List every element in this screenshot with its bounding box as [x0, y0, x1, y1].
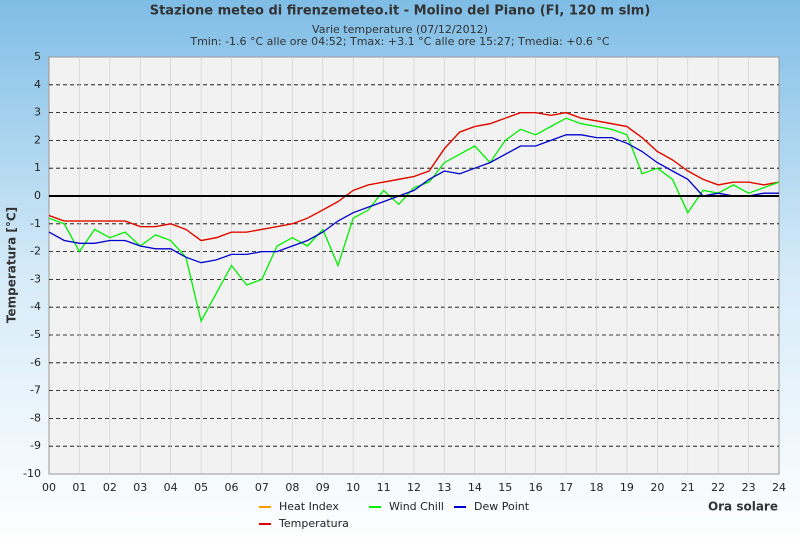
- y-tick-label: -3: [30, 272, 41, 285]
- y-tick-label: -7: [30, 384, 41, 397]
- series-line: [48, 134, 779, 264]
- x-tick-label: 24: [772, 481, 786, 494]
- y-tick-label: 3: [34, 106, 41, 119]
- x-tick-label: 01: [72, 481, 86, 494]
- y-tick-label: -6: [30, 356, 41, 369]
- x-tick-label: 16: [529, 481, 543, 494]
- x-tick-label: 23: [742, 481, 756, 494]
- x-tick-label: 22: [711, 481, 725, 494]
- legend-label: Heat Index: [279, 500, 339, 513]
- y-tick-label: 2: [34, 133, 41, 146]
- x-tick-label: 12: [407, 481, 421, 494]
- x-axis-label: Ora solare: [708, 500, 778, 514]
- y-tick-label: -8: [30, 411, 41, 424]
- legend-label: Dew Point: [474, 500, 530, 513]
- series-line: [48, 117, 780, 323]
- x-tick-label: 10: [346, 481, 360, 494]
- y-tick-label: 4: [34, 78, 41, 91]
- y-axis-label: Temperatura [°C]: [5, 207, 19, 323]
- legend-label: Temperatura: [278, 517, 349, 530]
- x-tick-label: 15: [498, 481, 512, 494]
- x-tick-label: 04: [164, 481, 178, 494]
- x-tick-label: 07: [255, 481, 269, 494]
- series-line: [48, 111, 780, 242]
- x-tick-label: 18: [590, 481, 604, 494]
- x-tick-label: 02: [103, 481, 117, 494]
- x-tick-label: 19: [620, 481, 634, 494]
- x-tick-label: 14: [468, 481, 482, 494]
- chart-title: Stazione meteo di firenzemeteo.it - Moli…: [150, 4, 651, 19]
- y-tick-label: -2: [30, 245, 41, 258]
- y-tick-label: -4: [30, 300, 41, 313]
- chart-subtitle: Varie temperature (07/12/2012): [312, 23, 488, 36]
- x-tick-label: 05: [194, 481, 208, 494]
- y-tick-label: -1: [30, 217, 41, 230]
- x-tick-label: 13: [437, 481, 451, 494]
- x-tick-label: 21: [681, 481, 695, 494]
- legend-label: Wind Chill: [389, 500, 444, 513]
- y-tick-label: 5: [34, 50, 41, 63]
- stats-annotation: Tmin: -1.6 °C alle ore 04:52; Tmax: +3.1…: [189, 35, 610, 48]
- x-tick-label: 08: [285, 481, 299, 494]
- x-tick-label: 11: [377, 481, 391, 494]
- x-tick-label: 09: [316, 481, 330, 494]
- x-tick-label: 00: [42, 481, 56, 494]
- y-tick-label: -5: [30, 328, 41, 341]
- x-tick-label: 17: [559, 481, 573, 494]
- x-tick-label: 06: [225, 481, 239, 494]
- y-tick-label: 1: [34, 161, 41, 174]
- y-tick-label: -10: [23, 467, 41, 480]
- x-tick-label: 03: [133, 481, 147, 494]
- y-tick-label: -9: [30, 439, 41, 452]
- y-tick-label: 0: [34, 189, 41, 202]
- x-tick-label: 20: [650, 481, 664, 494]
